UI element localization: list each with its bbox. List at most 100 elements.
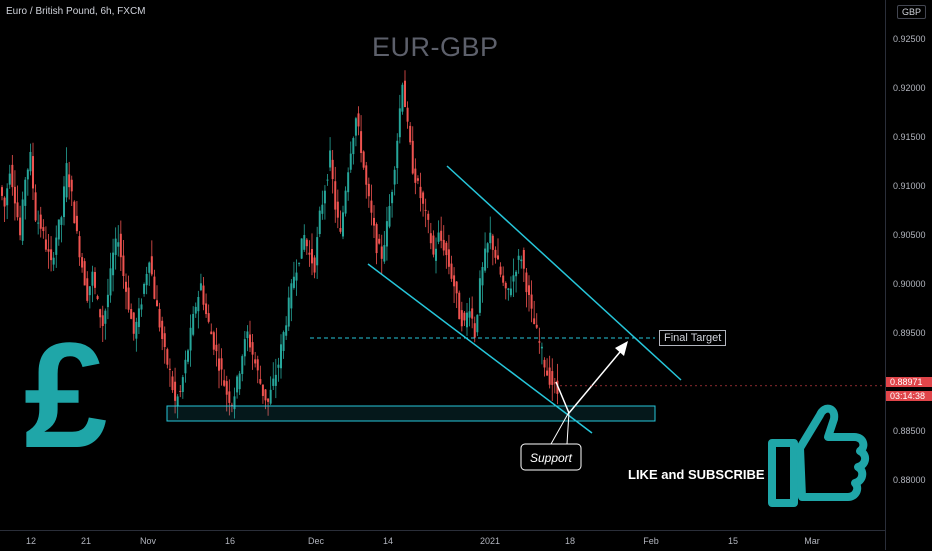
candle-body xyxy=(473,323,476,338)
candle-body xyxy=(398,108,401,138)
price-tick-label: 0.92000 xyxy=(893,83,926,93)
candle-body xyxy=(292,276,295,288)
candle-body xyxy=(316,237,319,266)
candle-body xyxy=(143,283,146,294)
time-tick-label: 18 xyxy=(564,536,576,546)
candle-body xyxy=(525,272,528,293)
candle-body xyxy=(174,381,177,401)
chart-area[interactable]: Support £ xyxy=(0,0,885,530)
candle-body xyxy=(535,324,538,328)
candle-body xyxy=(336,201,339,218)
chart-canvas[interactable]: Support £ xyxy=(0,0,885,530)
candle-body xyxy=(481,266,484,286)
like-subscribe-text: LIKE and SUBSCRIBE xyxy=(628,467,765,482)
candle-body xyxy=(543,359,546,368)
price-axis[interactable]: 0.92500 0.92000 0.91500 0.91000 0.90500 0.900… xyxy=(885,0,932,550)
candle-body xyxy=(329,150,332,168)
candle-body xyxy=(352,138,355,155)
candle-body xyxy=(220,358,223,370)
candle-body xyxy=(450,263,453,279)
candle-body xyxy=(91,271,94,286)
candle-body xyxy=(238,373,241,390)
candle-body xyxy=(388,206,391,227)
thumbs-up-icon xyxy=(768,404,869,507)
candle-body xyxy=(360,131,363,153)
candle-body xyxy=(305,239,308,247)
candle-body xyxy=(272,378,275,386)
candle-body xyxy=(491,235,494,250)
candle-body xyxy=(298,262,301,264)
candle-body xyxy=(396,140,399,169)
candle-body xyxy=(468,311,471,318)
candle-body xyxy=(125,281,127,292)
channel-upper-line[interactable] xyxy=(446,165,682,381)
candle-body xyxy=(181,377,184,392)
candle-body xyxy=(504,282,507,289)
candle-body xyxy=(251,342,254,355)
candle-body xyxy=(246,331,249,339)
candle-body xyxy=(282,332,285,351)
candle-body xyxy=(303,235,306,250)
candle-body xyxy=(187,350,189,362)
candle-body xyxy=(19,217,22,236)
candle-body xyxy=(429,233,432,244)
candle-body xyxy=(308,252,311,255)
candle-body xyxy=(6,188,9,206)
candle-body xyxy=(112,252,115,276)
candle-body xyxy=(393,169,396,185)
time-axis[interactable]: 12 21 Nov 16 Dec 14 2021 18 Feb 15 Mar xyxy=(0,530,885,551)
candle-body xyxy=(466,312,468,328)
support-label: Support xyxy=(530,451,573,465)
candle-body xyxy=(295,272,298,281)
candle-body xyxy=(114,238,117,255)
candle-body xyxy=(484,248,487,271)
candle-body xyxy=(416,178,419,181)
support-zone[interactable] xyxy=(166,405,656,422)
candle-body xyxy=(370,200,373,213)
candle-body xyxy=(161,320,164,340)
candle-body xyxy=(202,285,205,305)
time-tick-label: Feb xyxy=(643,536,659,546)
candle-body xyxy=(489,232,492,244)
candle-body xyxy=(44,239,47,250)
candle-body xyxy=(106,294,109,308)
candle-body xyxy=(205,303,208,315)
candle-body xyxy=(148,262,151,273)
candle-body xyxy=(184,359,187,374)
candle-body xyxy=(391,191,394,204)
last-price-badge: 0.88971 xyxy=(886,377,932,387)
candle-body xyxy=(538,341,541,343)
candle-body xyxy=(86,278,89,301)
currency-button[interactable]: GBP xyxy=(897,5,927,19)
time-tick-label: 2021 xyxy=(479,536,501,546)
candle-body xyxy=(517,255,520,260)
symbol-title[interactable]: Euro / British Pound, 6h, FXCM xyxy=(6,6,146,17)
candle-series xyxy=(1,70,559,419)
candle-body xyxy=(411,140,414,174)
candle-body xyxy=(460,310,463,327)
time-tick-label: 15 xyxy=(727,536,739,546)
candle-body xyxy=(290,283,293,309)
candle-body xyxy=(515,271,518,277)
candle-body xyxy=(378,238,381,244)
candle-body xyxy=(277,364,280,368)
candle-body xyxy=(445,242,448,256)
candle-body xyxy=(8,173,11,185)
final-target-label[interactable]: Final Target xyxy=(659,330,727,346)
candle-body xyxy=(365,165,368,185)
candle-body xyxy=(373,217,375,226)
candle-body xyxy=(383,245,386,262)
candle-body xyxy=(311,248,313,264)
candle-body xyxy=(435,248,437,261)
candle-body xyxy=(210,331,213,335)
candle-body xyxy=(168,368,171,370)
candle-body xyxy=(117,242,120,247)
candle-body xyxy=(261,384,264,396)
candle-body xyxy=(553,382,556,384)
channel-lower-line[interactable] xyxy=(367,263,593,434)
candle-body xyxy=(212,332,215,350)
candle-body xyxy=(502,275,505,283)
candle-body xyxy=(447,249,450,267)
candle-body xyxy=(47,249,50,252)
candle-body xyxy=(166,349,169,365)
